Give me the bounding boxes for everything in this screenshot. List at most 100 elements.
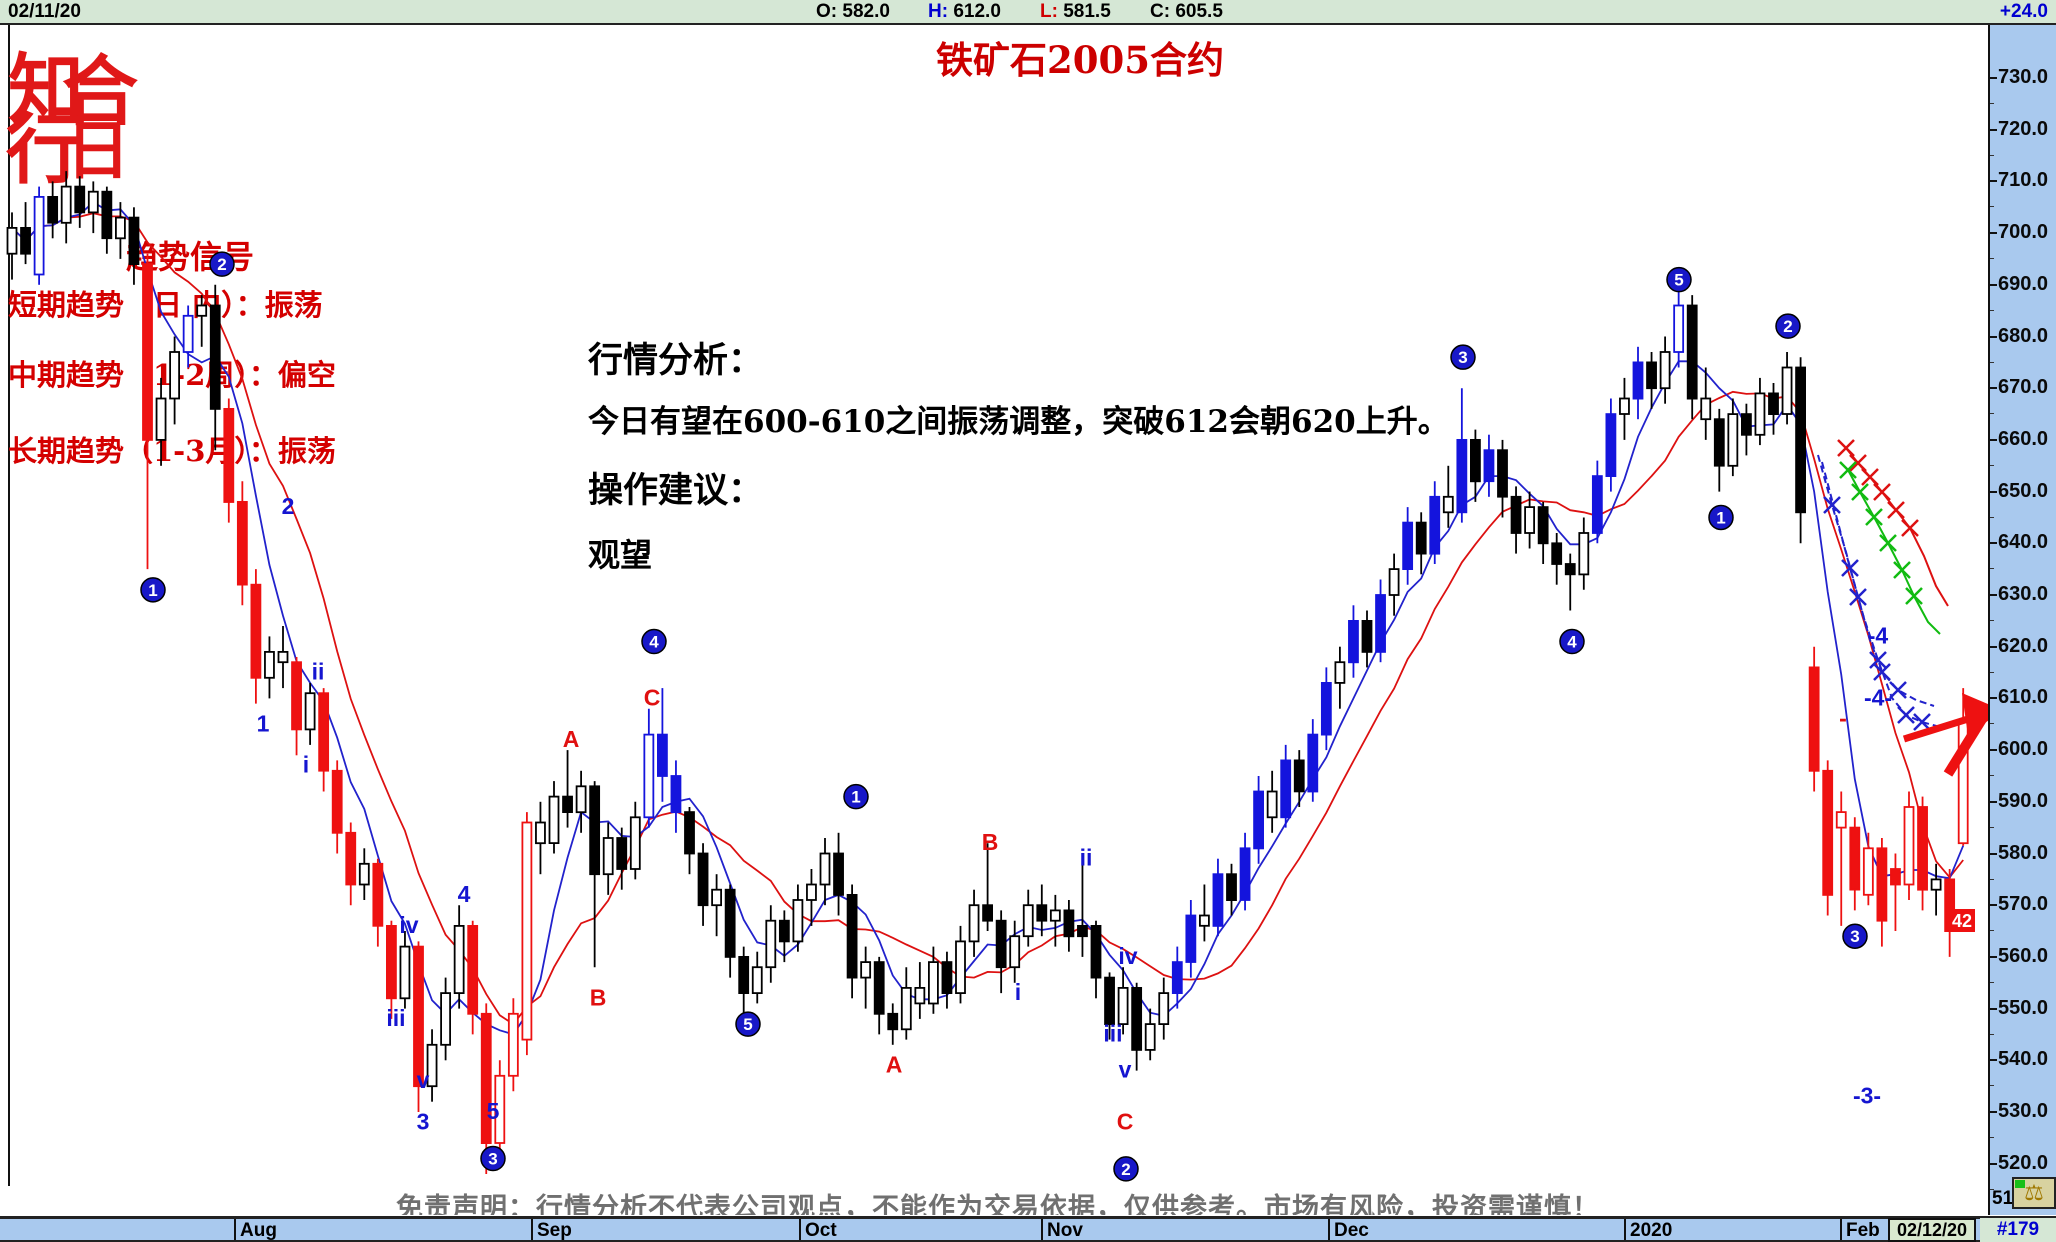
axis-minor-tick [1990, 464, 1994, 466]
axis-tick-label: 700.0 [1998, 221, 2049, 244]
axis-tick-label: 640.0 [1998, 531, 2049, 554]
bar-counter: #179 [1980, 1218, 2056, 1242]
advice-body: 观望 [588, 536, 653, 574]
analysis-heading: 行情分析： [588, 340, 764, 381]
axis-tick-label: 520.0 [1998, 1151, 2049, 1174]
month-label: Feb [1846, 1220, 1880, 1241]
axis-minor-tick [1990, 723, 1994, 725]
svg-text:1: 1 [257, 710, 270, 736]
axis-tick [1990, 852, 1997, 855]
axis-tick [1990, 283, 1997, 286]
axis-minor-tick [1990, 516, 1994, 518]
axis-tick [1990, 232, 1997, 235]
axis-tick-label: 720.0 [1998, 117, 2049, 140]
svg-text:2: 2 [217, 255, 226, 274]
svg-text:ii: ii [312, 659, 325, 685]
svg-text:A: A [563, 726, 580, 752]
svg-text:ii: ii [1080, 845, 1093, 871]
axis-minor-tick [1990, 620, 1994, 621]
month-label: Sep [537, 1220, 572, 1241]
axis-tick-label: 730.0 [1998, 66, 2049, 88]
svg-text:2: 2 [282, 493, 295, 519]
axis-tick [1990, 1007, 1997, 1010]
svg-text:5: 5 [743, 1015, 752, 1034]
axis-minor-tick [1990, 671, 1994, 673]
svg-text:B: B [590, 984, 607, 1010]
top-status-bar: 02/11/20 O: 582.0 H: 612.0 L: 581.5 C: 6… [0, 0, 2056, 25]
axis-tick-label: 530.0 [1998, 1100, 2049, 1122]
axis-tick [1990, 77, 1997, 79]
svg-text:i: i [1015, 979, 1021, 1005]
axis-minor-tick [1990, 154, 1994, 156]
watermark-char: 合 [62, 47, 138, 136]
axis-tick-label: 550.0 [1998, 996, 2049, 1019]
end-date-box[interactable]: 02/12/20 [1888, 1218, 1976, 1242]
svg-text:iii: iii [386, 1005, 405, 1031]
svg-text:2: 2 [1783, 317, 1792, 336]
svg-text:v: v [1119, 1057, 1132, 1083]
svg-text:v: v [417, 1067, 430, 1093]
axis-minor-tick [1990, 1033, 1994, 1035]
axis-tick [1990, 904, 1997, 907]
month-label: Dec [1334, 1220, 1369, 1241]
current-date: 02/11/20 [8, 1, 81, 22]
svg-text:4: 4 [1567, 633, 1577, 652]
axis-tick-label: 710.0 [1998, 169, 2049, 192]
axis-tick [1990, 1059, 1997, 1062]
svg-text:iv: iv [1118, 943, 1137, 969]
axis-tick [1990, 800, 1997, 803]
svg-text:4: 4 [649, 633, 659, 652]
axis-tick-label: 610.0 [1998, 686, 2049, 709]
axis-tick-label: 580.0 [1998, 841, 2049, 864]
axis-minor-tick [1990, 1137, 1994, 1138]
month-separator [1624, 1219, 1626, 1240]
axis-tick [1990, 594, 1997, 596]
axis-tick-label: 540.0 [1998, 1048, 2049, 1071]
axis-minor-tick [1990, 826, 1994, 828]
month-separator [1840, 1219, 1842, 1240]
axis-tick [1990, 180, 1997, 183]
axis-minor-tick [1990, 103, 1994, 104]
axis-minor-tick [1990, 309, 1994, 311]
svg-text:5: 5 [1674, 271, 1683, 290]
axis-tick [1990, 1162, 1997, 1165]
status-dot [2015, 1180, 2025, 1188]
axis-minor-tick [1990, 258, 1994, 260]
svg-text:3: 3 [417, 1108, 430, 1134]
axis-minor-tick [1990, 775, 1994, 777]
scales-icon[interactable]: ⚖ [2012, 1177, 2056, 1209]
contract-title: 铁矿石2005合约 [936, 38, 1224, 82]
axis-tick-label: 690.0 [1998, 272, 2049, 295]
month-label: Aug [240, 1220, 277, 1241]
candlestick-chart[interactable]: 1212iiiiiiivv3453ABC451ABiiiiiiivvC23451… [0, 0, 2056, 1216]
close-value: C: 605.5 [1150, 1, 1223, 22]
axis-minor-tick [1990, 413, 1994, 415]
svg-text:1: 1 [1716, 508, 1725, 527]
disclaimer-text: 免责声明：行情分析不代表公司观点，不能作为交易依据，仅供参考。市场有风险，投资需… [8, 1186, 1988, 1215]
axis-minor-tick [1990, 1188, 1994, 1190]
axis-tick-label: 600.0 [1998, 738, 2049, 761]
axis-minor-tick [1990, 878, 1994, 880]
high-value: H: 612.0 [928, 1, 1001, 22]
time-axis-bar[interactable]: 02/12/20 #179 Aug Sep Oct Nov Dec 2020 Feb [0, 1216, 2056, 1242]
svg-text:2: 2 [1121, 1160, 1130, 1179]
axis-tick-label: 590.0 [1998, 789, 2049, 812]
svg-text:B: B [982, 829, 999, 855]
axis-tick-label: 560.0 [1998, 944, 2049, 967]
axis-tick [1990, 1111, 1997, 1113]
svg-text:iv: iv [399, 912, 418, 938]
axis-partial-price: 51 [1992, 1188, 2014, 1209]
trend-long: 长期趋势（1-3月）：振荡 [8, 434, 336, 468]
axis-tick [1990, 335, 1997, 338]
price-axis[interactable]: 51 ⚖ 730.0 720.0 710.0 700.0 690.0 680.0 670.0… [1988, 25, 2056, 1215]
month-separator [1041, 1219, 1043, 1240]
month-separator [531, 1219, 533, 1240]
svg-text:-4-: -4- [1864, 684, 1892, 710]
month-separator [799, 1219, 801, 1240]
axis-tick [1990, 542, 1997, 545]
svg-text:A: A [886, 1051, 903, 1077]
svg-text:1: 1 [851, 788, 860, 807]
chart-plot-area[interactable] [8, 25, 1988, 1186]
axis-minor-tick [1990, 981, 1994, 983]
